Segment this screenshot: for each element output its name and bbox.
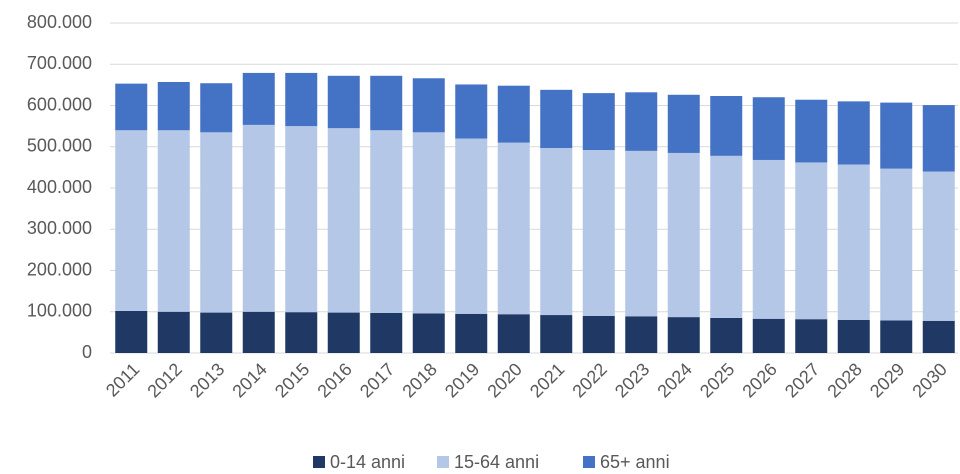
y-tick-label: 0 — [82, 342, 92, 362]
bar-segment — [540, 89, 573, 148]
x-tick-label: 2022 — [568, 359, 610, 401]
y-tick-label: 500.000 — [27, 136, 92, 156]
y-tick-label: 100.000 — [27, 301, 92, 321]
bar-segment — [880, 168, 913, 321]
bar-segment — [412, 313, 445, 353]
bar-segment — [667, 317, 700, 353]
bar-segment — [370, 75, 403, 131]
bar-segment — [880, 320, 913, 353]
bar-segment — [837, 320, 870, 353]
bar-segment — [497, 314, 530, 353]
legend-swatch — [583, 456, 595, 468]
x-tick-label: 2014 — [228, 359, 270, 401]
bar-segment — [710, 96, 743, 156]
bar-segment — [837, 164, 870, 320]
bar-segment — [242, 124, 275, 312]
x-tick-label: 2024 — [653, 359, 695, 401]
bar-segment — [710, 155, 743, 318]
x-tick-label: 2015 — [271, 359, 313, 401]
y-tick-label: 300.000 — [27, 218, 92, 238]
bar-segment — [497, 142, 530, 315]
bar-segment — [922, 171, 955, 321]
bar-segment — [157, 81, 190, 131]
bar-segment — [115, 83, 148, 131]
bar-segment — [285, 312, 318, 353]
x-tick-label: 2025 — [696, 359, 738, 401]
x-tick-label: 2021 — [526, 359, 568, 401]
bar-segment — [752, 318, 785, 353]
y-tick-label: 200.000 — [27, 259, 92, 279]
legend-label: 65+ anni — [600, 452, 670, 472]
bar-segment — [285, 72, 318, 127]
bar-segment — [327, 128, 360, 313]
bar-segment — [795, 99, 828, 163]
y-tick-label: 800.000 — [27, 12, 92, 32]
bar-segment — [115, 310, 148, 353]
bar-segment — [582, 93, 615, 151]
bar-segment — [540, 315, 573, 353]
x-tick-label: 2030 — [908, 359, 950, 401]
bar-segment — [880, 102, 913, 169]
bar-segment — [710, 317, 743, 353]
bar-segment — [370, 130, 403, 313]
x-tick-label: 2011 — [102, 359, 144, 401]
bar-segment — [157, 311, 190, 353]
bar-segment — [200, 83, 233, 133]
bar-segment — [200, 132, 233, 313]
bar-segment — [922, 320, 955, 353]
x-tick-label: 2023 — [611, 359, 653, 401]
x-tick-label: 2029 — [866, 359, 908, 401]
bar-segment — [625, 316, 658, 353]
x-tick-label: 2019 — [441, 359, 483, 401]
x-tick-label: 2018 — [398, 359, 440, 401]
y-tick-label: 700.000 — [27, 53, 92, 73]
x-tick-label: 2013 — [186, 359, 228, 401]
bar-segment — [455, 313, 488, 353]
bar-segment — [455, 84, 488, 139]
x-tick-label: 2017 — [356, 359, 398, 401]
legend-swatch — [313, 456, 325, 468]
bar-segment — [497, 85, 530, 143]
y-tick-label: 400.000 — [27, 177, 92, 197]
bar-segment — [370, 312, 403, 353]
x-tick-label: 2020 — [483, 359, 525, 401]
bar-segment — [582, 315, 615, 353]
bar-segment — [795, 162, 828, 320]
bar-segment — [540, 147, 573, 316]
bar-segment — [242, 311, 275, 353]
legend-swatch — [437, 456, 449, 468]
bar-segment — [922, 105, 955, 172]
bar-segment — [625, 92, 658, 151]
bar-segment — [795, 319, 828, 353]
legend-label: 0-14 anni — [330, 452, 405, 472]
bar-segment — [752, 159, 785, 319]
bar-segment — [455, 138, 488, 314]
x-tick-label: 2026 — [738, 359, 780, 401]
x-tick-label: 2027 — [781, 359, 823, 401]
bar-segment — [327, 75, 360, 129]
bar-segment — [837, 101, 870, 165]
bar-segment — [412, 132, 445, 314]
bar-segment — [667, 152, 700, 318]
x-tick-label: 2028 — [823, 359, 865, 401]
bar-segment — [412, 78, 445, 133]
bar-segment — [752, 97, 785, 160]
bar-segment — [242, 72, 275, 125]
bar-segment — [157, 130, 190, 312]
bar-segment — [200, 312, 233, 353]
bar-segment — [115, 130, 148, 311]
legend-label: 15-64 anni — [454, 452, 539, 472]
bar-segment — [625, 150, 658, 317]
bar-segment — [285, 126, 318, 313]
x-tick-label: 2012 — [143, 359, 185, 401]
bar-segment — [582, 150, 615, 316]
y-tick-label: 600.000 — [27, 94, 92, 114]
bar-segment — [327, 312, 360, 353]
x-tick-label: 2016 — [313, 359, 355, 401]
bar-segment — [667, 94, 700, 153]
